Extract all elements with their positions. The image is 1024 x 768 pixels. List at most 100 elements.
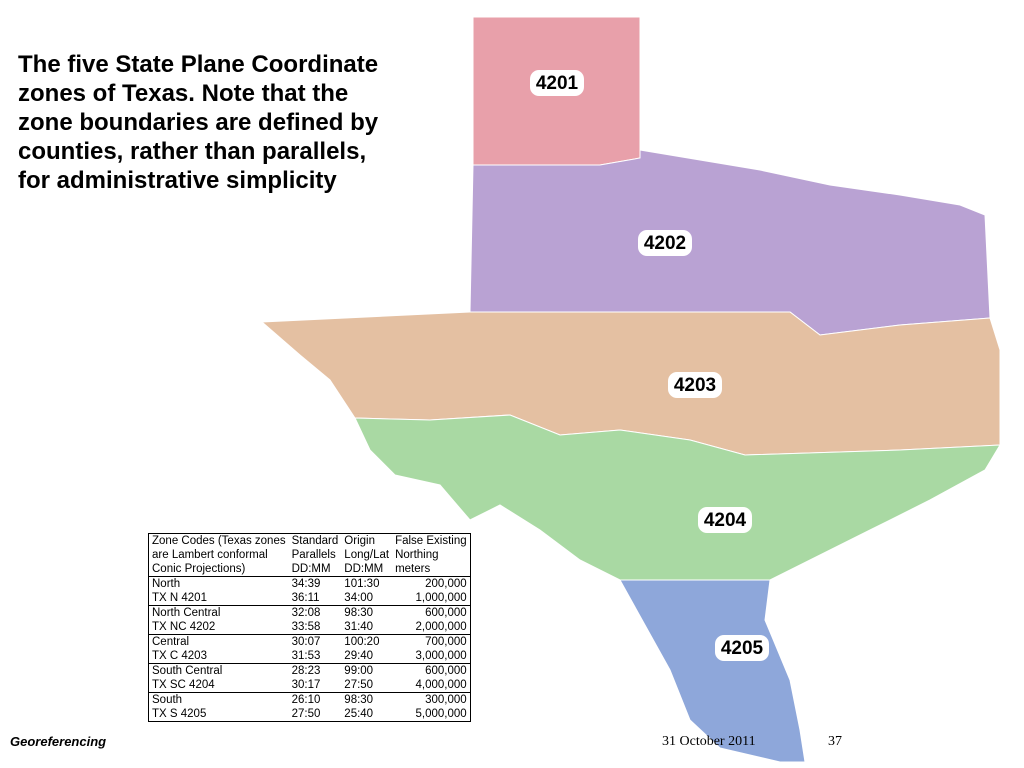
table-cell: 28:23 30:17 <box>288 663 342 693</box>
cell-line: 31:40 <box>344 621 374 633</box>
cell-line: 300,000 <box>425 694 467 706</box>
table-cell: North TX N 4201 <box>148 576 289 606</box>
cell-line: 1,000,000 <box>415 592 467 604</box>
table-cell: 700,000 3,000,000 <box>392 634 471 664</box>
cell-line: North <box>152 578 181 590</box>
cell-line: Long/Lat <box>344 549 390 561</box>
table-cell: 32:08 33:58 <box>288 605 342 635</box>
title-line: for administrative simplicity <box>18 167 337 194</box>
cell-line: 600,000 <box>425 665 467 677</box>
cell-line: DD:MM <box>344 563 384 575</box>
cell-line: 29:40 <box>344 650 374 662</box>
zone-4205-area <box>619 579 806 763</box>
cell-line: TX C 4203 <box>152 650 207 662</box>
cell-line: 36:11 <box>291 592 320 604</box>
zone-label-box <box>698 507 752 533</box>
table-row: Central TX C 4203 30:07 31:53 100:20 29:40 700… <box>148 634 471 664</box>
cell-line: 99:00 <box>344 665 374 677</box>
cell-line: South <box>152 694 183 706</box>
cell-line: 26:10 <box>291 694 321 706</box>
title-line: zones of Texas. Note that the <box>18 80 349 107</box>
zone-label-box <box>638 230 692 256</box>
table-cell: 34:39 36:11 <box>288 576 342 606</box>
table-header: Zone Codes (Texas zones are Lambert confo… <box>149 534 471 577</box>
footer-date: 31 October 2011 <box>662 734 756 749</box>
cell-line: TX NC 4202 <box>152 621 216 633</box>
table-row: South TX S 4205 26:10 27:50 98:30 25:40 300,00… <box>148 692 471 722</box>
cell-line: South Central <box>152 665 223 677</box>
cell-line: Parallels <box>291 549 336 561</box>
zone-4202-area <box>469 149 991 336</box>
cell-line: 25:40 <box>344 708 374 720</box>
cell-line: Zone Codes (Texas zones <box>152 535 286 547</box>
zone-label: 4203 <box>674 375 716 396</box>
cell-line: False Existing <box>395 535 467 547</box>
cell-line: 28:23 <box>291 665 321 677</box>
slide-title: The five State Plane Coordinate zones of … <box>18 50 378 195</box>
table-cell: 200,000 1,000,000 <box>392 576 471 606</box>
table-cell: 100:20 29:40 <box>341 634 393 664</box>
zone-label: 4202 <box>644 233 686 254</box>
cell-line: TX SC 4204 <box>152 679 215 691</box>
cell-line: TX N 4201 <box>152 592 207 604</box>
page-number: 37 <box>828 734 842 749</box>
zone-label: 4201 <box>536 73 579 94</box>
cell-line: 27:50 <box>344 679 374 691</box>
cell-line: 33:58 <box>291 621 321 633</box>
table-cell: North Central TX NC 4202 <box>148 605 289 635</box>
zone-label: 4205 <box>721 638 764 659</box>
zone-label-box <box>530 70 584 96</box>
table-row: South Central TX SC 4204 28:23 30:17 99:00 27… <box>148 663 471 693</box>
cell-line: Central <box>152 636 190 648</box>
title-line: counties, rather than parallels, <box>18 138 367 165</box>
cell-line: 31:53 <box>291 650 321 662</box>
cell-line: Standard <box>291 535 339 547</box>
cell-line: 2,000,000 <box>415 621 467 633</box>
cell-line: North Central <box>152 607 221 619</box>
footer-left: Georeferencing <box>10 734 107 749</box>
cell-line: 3,000,000 <box>415 650 467 662</box>
cell-line: 30:07 <box>291 636 321 648</box>
cell-line: 200,000 <box>425 578 467 590</box>
cell-line: 600,000 <box>425 607 467 619</box>
table-row: North Central TX NC 4202 32:08 33:58 98:30 31… <box>148 605 471 635</box>
table-row: North TX N 4201 34:39 36:11 101:30 34:00 200,0… <box>148 576 471 606</box>
zone-label-box <box>668 372 722 398</box>
cell-line: 101:30 <box>344 578 380 590</box>
zone-4204-area <box>354 414 1001 581</box>
table-cell: Standard Parallels DD:MM <box>289 534 342 577</box>
zone-table: Zone Codes (Texas zones are Lambert confo… <box>148 533 471 722</box>
cell-line: 27:50 <box>291 708 321 720</box>
cell-line: 34:00 <box>344 592 374 604</box>
cell-line: 5,000,000 <box>415 708 467 720</box>
cell-line: 700,000 <box>425 636 467 648</box>
cell-line: 100:20 <box>344 636 380 648</box>
table-cell: Central TX C 4203 <box>148 634 289 664</box>
table-cell: 98:30 31:40 <box>341 605 393 635</box>
cell-line: Northing <box>395 549 439 561</box>
cell-line: 34:39 <box>291 578 321 590</box>
cell-line: TX S 4205 <box>152 708 207 720</box>
cell-line: 30:17 <box>291 679 321 691</box>
title-line: The five State Plane Coordinate <box>18 51 379 78</box>
cell-line: Origin <box>344 535 375 547</box>
table-cell: South Central TX SC 4204 <box>148 663 289 693</box>
table-cell: 30:07 31:53 <box>288 634 342 664</box>
table-cell: Origin Long/Lat DD:MM <box>341 534 392 577</box>
cell-line: 4,000,000 <box>415 679 467 691</box>
table-cell: South TX S 4205 <box>148 692 289 722</box>
table-cell: 101:30 34:00 <box>341 576 393 606</box>
cell-line: 98:30 <box>344 607 374 619</box>
table-cell: False Existing Northing meters <box>392 534 470 577</box>
cell-line: 32:08 <box>291 607 321 619</box>
title-line: zone boundaries are defined by <box>18 109 379 136</box>
cell-line: meters <box>395 563 431 575</box>
table-cell: 26:10 27:50 <box>288 692 342 722</box>
table-cell: 99:00 27:50 <box>341 663 393 693</box>
zone-label: 4204 <box>704 510 747 531</box>
table-cell: 600,000 4,000,000 <box>392 663 471 693</box>
zone-label-box <box>715 635 769 661</box>
cell-line: DD:MM <box>291 563 331 575</box>
